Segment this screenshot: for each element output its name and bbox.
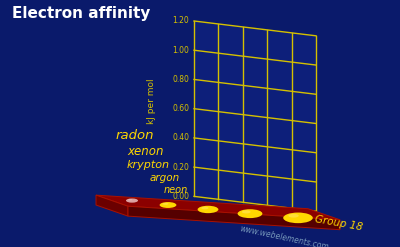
Ellipse shape: [198, 206, 218, 213]
Polygon shape: [96, 195, 128, 216]
Ellipse shape: [283, 212, 313, 223]
Ellipse shape: [242, 210, 251, 213]
Text: krypton: krypton: [127, 160, 170, 170]
Text: 0.60: 0.60: [172, 104, 189, 113]
Ellipse shape: [128, 199, 132, 201]
Ellipse shape: [238, 209, 262, 218]
Text: 1.20: 1.20: [172, 17, 189, 25]
Text: kJ per mol: kJ per mol: [148, 79, 156, 124]
Polygon shape: [96, 195, 340, 220]
Ellipse shape: [288, 214, 299, 218]
Ellipse shape: [162, 203, 168, 205]
Text: neon: neon: [164, 185, 188, 195]
Text: 0.20: 0.20: [172, 163, 189, 172]
Text: xenon: xenon: [128, 145, 164, 158]
Text: 0.80: 0.80: [172, 75, 189, 84]
Text: radon: radon: [116, 129, 154, 142]
Ellipse shape: [201, 207, 208, 209]
Polygon shape: [128, 206, 340, 230]
Text: 0.40: 0.40: [172, 133, 189, 143]
Text: 0.00: 0.00: [172, 192, 189, 201]
Text: Electron affinity: Electron affinity: [12, 6, 150, 21]
Text: Group 18: Group 18: [314, 214, 363, 233]
Text: 1.00: 1.00: [172, 46, 189, 55]
Ellipse shape: [126, 199, 138, 203]
Polygon shape: [194, 21, 316, 211]
Text: argon: argon: [150, 173, 180, 183]
Text: www.webelements.com: www.webelements.com: [239, 224, 329, 247]
Ellipse shape: [160, 202, 176, 208]
